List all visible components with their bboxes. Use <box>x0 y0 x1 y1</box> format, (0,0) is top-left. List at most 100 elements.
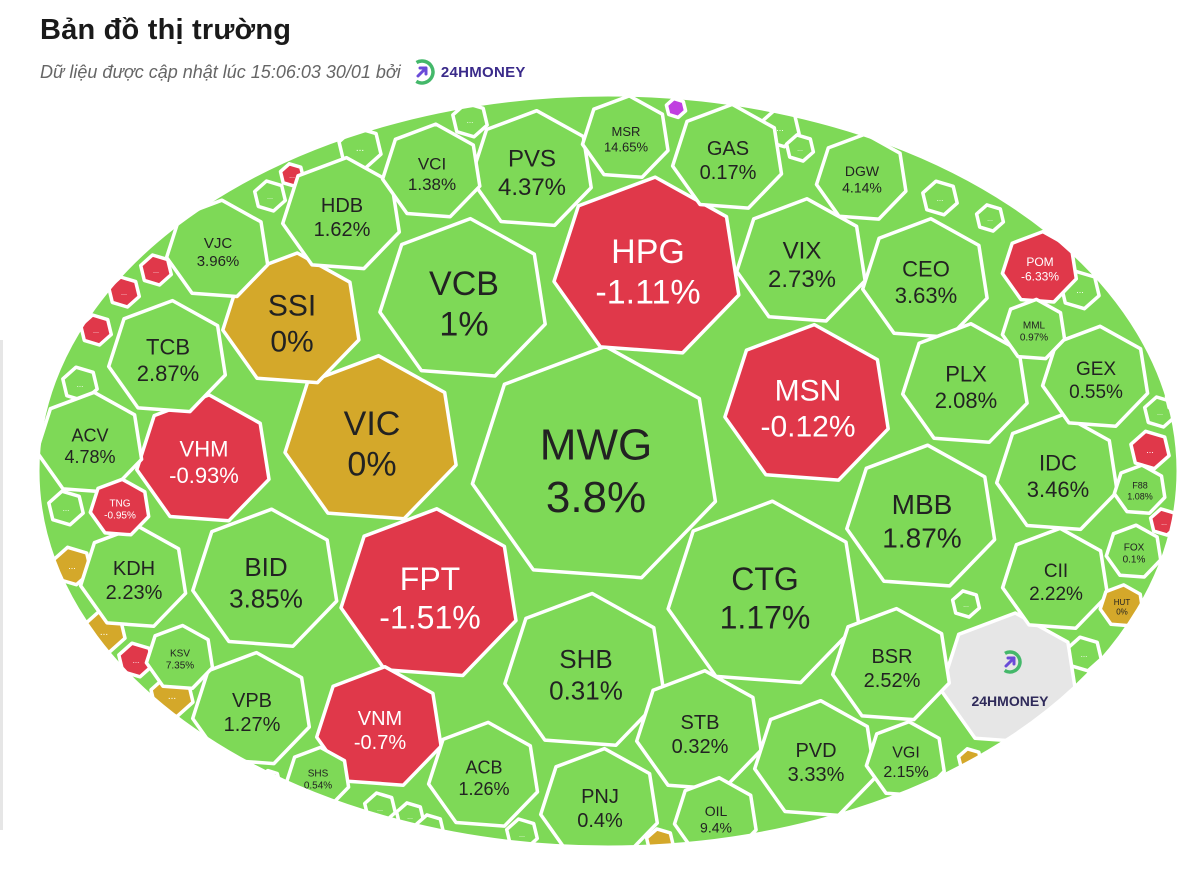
ticker-change: 1.17% <box>720 600 811 636</box>
ticker-cell-tcb[interactable] <box>106 298 228 414</box>
ticker-symbol: HDB <box>321 195 363 217</box>
ticker-cell-vjc[interactable] <box>164 198 270 299</box>
ticker-cell-ctg[interactable] <box>666 499 861 685</box>
ticker-cell-idc[interactable] <box>994 412 1119 532</box>
ticker-cell-vci[interactable] <box>380 122 482 219</box>
ticker-change: 0.1% <box>1123 555 1146 566</box>
ticker-symbol: BSR <box>871 646 912 668</box>
ticker-cell-pvs[interactable] <box>468 108 593 228</box>
ticker-symbol: IDC <box>1039 451 1077 476</box>
more-cell-label: ... <box>987 216 993 223</box>
ticker-cell-acb[interactable] <box>426 720 540 828</box>
ticker-cell-vnm[interactable] <box>314 664 443 787</box>
ticker-cell-cii[interactable] <box>1000 526 1110 631</box>
ticker-cell-ksv[interactable] <box>144 623 215 691</box>
ticker-change: 0.4% <box>577 810 623 832</box>
more-cell[interactable] <box>47 489 85 527</box>
ticker-change: 3.46% <box>1027 477 1089 502</box>
ticker-change: 1.38% <box>408 175 456 194</box>
ticker-cell-kdh[interactable] <box>78 524 188 629</box>
ticker-change: 4.37% <box>498 174 566 201</box>
ticker-cell-fox[interactable] <box>1104 523 1163 579</box>
more-cell[interactable] <box>950 589 982 619</box>
ticker-symbol: FPT <box>400 561 460 597</box>
more-cell[interactable] <box>117 641 155 679</box>
ticker-change: 0% <box>270 326 313 359</box>
more-cell-label: ... <box>100 627 108 638</box>
ticker-change: 3.96% <box>197 253 240 270</box>
more-cell-label: ... <box>776 123 784 133</box>
brand-name: 24HMONEY <box>440 63 526 81</box>
ticker-change: 0% <box>347 446 396 484</box>
ticker-cell-msr[interactable] <box>580 95 670 180</box>
ticker-symbol: SSI <box>268 290 316 323</box>
ticker-change: 3.8% <box>546 473 646 522</box>
ticker-symbol: PNJ <box>581 786 619 808</box>
ticker-change: 0.31% <box>549 675 623 705</box>
ticker-cell-hpg[interactable] <box>552 175 741 355</box>
ticker-cell-f88[interactable] <box>1112 463 1167 515</box>
ticker-cell-vix[interactable] <box>734 197 867 323</box>
ticker-cell-msn[interactable] <box>723 322 890 482</box>
brand-logo-icon <box>409 59 435 85</box>
ticker-symbol: BID <box>244 552 287 582</box>
cells-layer: ........................................… <box>38 95 1178 860</box>
ticker-cell-fpt[interactable] <box>339 507 518 678</box>
ticker-symbol: PVD <box>795 740 836 762</box>
more-cell[interactable] <box>252 179 288 213</box>
more-cell-label: ... <box>797 146 803 153</box>
ticker-change: 0.55% <box>1069 382 1123 403</box>
more-cell[interactable] <box>644 827 676 855</box>
ticker-change: 3.63% <box>895 283 957 308</box>
ticker-symbol: MML <box>1023 321 1046 332</box>
ticker-symbol: CII <box>1044 561 1068 582</box>
more-cell[interactable] <box>921 179 959 217</box>
ticker-cell-bid[interactable] <box>191 507 339 648</box>
ticker-symbol: ACB <box>465 757 502 777</box>
ticker-symbol: CEO <box>902 257 950 282</box>
ticker-cell-bsr[interactable] <box>830 606 952 722</box>
ticker-cell-mbb[interactable] <box>845 443 997 588</box>
page-title: Bản đồ thị trường <box>40 14 292 46</box>
ticker-change: 14.65% <box>604 140 649 155</box>
ticker-change: -0.7% <box>354 732 406 754</box>
more-cell[interactable] <box>784 133 816 163</box>
ticker-change: 1.26% <box>458 779 509 799</box>
ticker-cell-vic[interactable] <box>283 354 458 521</box>
more-cell-label: ... <box>377 804 383 813</box>
more-cell-label: ... <box>153 266 159 275</box>
ticker-cell-mwg[interactable] <box>470 344 718 580</box>
more-cell[interactable] <box>451 101 489 139</box>
ticker-change: -1.11% <box>595 274 700 312</box>
ticker-change: 1.62% <box>314 219 371 241</box>
ticker-symbol: ACV <box>71 425 108 445</box>
more-cell[interactable] <box>974 203 1006 233</box>
ticker-cell-gas[interactable] <box>670 102 784 210</box>
ticker-cell-dgw[interactable] <box>814 132 908 221</box>
brand-cell-label: 24HMONEY <box>971 693 1049 709</box>
ticker-cell-gex[interactable] <box>1040 324 1150 429</box>
ticker-change: 2.73% <box>768 266 836 293</box>
ticker-cell-pvd[interactable] <box>752 698 877 818</box>
ticker-cell-vhm[interactable] <box>135 393 271 523</box>
ticker-symbol: VIC <box>344 405 401 443</box>
ticker-cell-mml[interactable] <box>1000 297 1067 361</box>
brand-logo-link[interactable]: 24HMONEY <box>409 59 526 85</box>
ticker-symbol: POM <box>1026 255 1053 269</box>
more-cell-label: ... <box>63 504 70 513</box>
ticker-cell-shb[interactable] <box>503 591 667 748</box>
ticker-symbol: TNG <box>109 499 130 510</box>
ticker-cell-tng[interactable] <box>88 477 151 537</box>
ticker-symbol: VGI <box>892 745 920 762</box>
ticker-symbol: VHM <box>180 437 229 462</box>
ticker-cell-ssi[interactable] <box>221 251 361 385</box>
ticker-cell-pnj[interactable] <box>538 746 660 860</box>
ticker-change: -0.93% <box>169 463 239 488</box>
ticker-cell-vcb[interactable] <box>378 216 547 378</box>
more-cell[interactable] <box>664 96 688 120</box>
update-timestamp: Dữ liệu được cập nhật lúc 15:06:03 30/01… <box>40 61 401 82</box>
ticker-change: 3.85% <box>229 583 303 613</box>
ticker-change: 0.17% <box>700 162 757 184</box>
ticker-cell-vpb[interactable] <box>190 650 312 766</box>
more-cell[interactable] <box>1129 429 1171 471</box>
